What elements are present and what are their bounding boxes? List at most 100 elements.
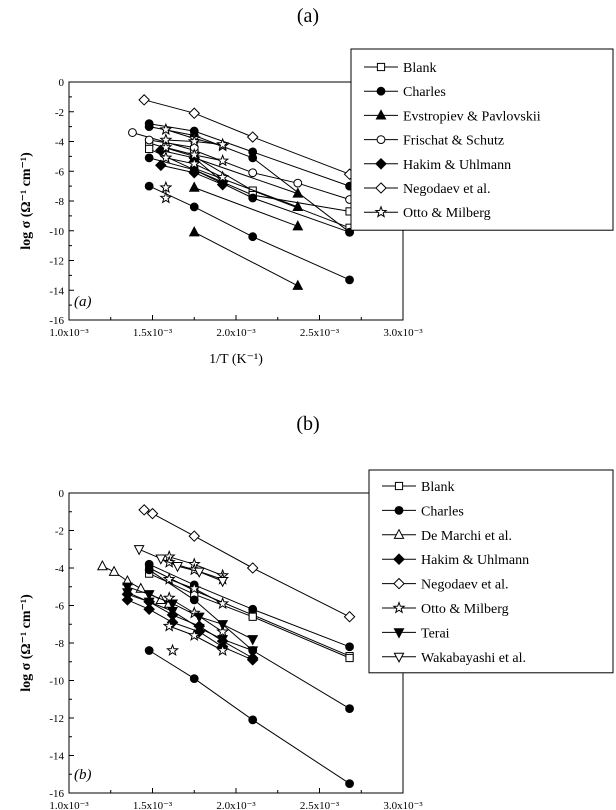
legend-label: Blank (421, 480, 454, 495)
series-terai (122, 582, 259, 657)
legend-label: Charles (403, 85, 446, 100)
series-line (143, 99, 350, 175)
data-point (143, 603, 155, 616)
series-evstropiev-pavlovskii (188, 151, 304, 290)
data-point (216, 624, 230, 638)
legend-marker (393, 628, 405, 639)
x-tick-label: 2.5x10⁻³ (300, 327, 340, 339)
series-line (194, 157, 298, 195)
data-point (217, 620, 229, 631)
series-line (149, 139, 195, 148)
legend-marker (375, 182, 387, 194)
legend-marker (394, 481, 404, 491)
data-point (248, 604, 258, 614)
data-point (248, 232, 258, 242)
y-tick-label: -12 (49, 713, 64, 725)
data-point (193, 612, 205, 623)
data-point (188, 107, 201, 120)
y-axis-label: log σ (Ω⁻¹ cm⁻¹) (19, 594, 34, 692)
data-point (343, 610, 356, 623)
x-tick-label: 1.0x10⁻³ (49, 327, 89, 339)
data-point (144, 122, 154, 132)
series-otto-milberg (159, 122, 230, 204)
data-point (159, 151, 173, 164)
y-tick-label: -10 (49, 676, 64, 688)
data-point (187, 606, 201, 619)
data-point (188, 530, 201, 542)
legend-marker (376, 62, 386, 72)
series-negodaev-et-al (138, 504, 356, 623)
y-tick-label: -6 (55, 601, 65, 613)
y-tick-label: -4 (55, 137, 65, 149)
legend-label: Terai (421, 626, 450, 641)
data-point (247, 646, 259, 657)
y-tick-label: -10 (49, 226, 64, 238)
legend-label: Hakim & Uhlmann (421, 553, 529, 568)
data-point (155, 554, 167, 565)
legend-label: Otto & Milberg (403, 206, 491, 221)
data-point (292, 279, 304, 290)
x-axis-label: 1/T (K⁻¹) (209, 352, 263, 367)
data-point (345, 653, 354, 663)
x-tick-label: 1.5x10⁻³ (133, 800, 173, 810)
data-point (247, 635, 259, 646)
data-point (144, 565, 154, 575)
y-tick-label: 0 (59, 77, 65, 89)
data-point (246, 131, 259, 143)
data-point (143, 590, 155, 601)
data-point (162, 619, 176, 632)
data-point (216, 137, 230, 150)
data-point (133, 545, 145, 556)
x-tick-label: 1.0x10⁻³ (49, 800, 89, 810)
legend: Blank Charles Evstropiev & Pavlovskii Frisc… (350, 48, 614, 231)
data-point (188, 181, 200, 192)
series-line (148, 185, 350, 281)
series-line (194, 167, 298, 208)
data-point (189, 674, 199, 684)
legend-marker (392, 601, 406, 614)
data-point (345, 275, 354, 285)
data-point (188, 226, 200, 237)
data-point (167, 607, 178, 618)
data-point (248, 153, 258, 163)
legend-label: Frischat & Schutz (403, 134, 504, 149)
series-line (148, 650, 350, 785)
data-point (144, 135, 154, 145)
data-point (193, 567, 205, 578)
data-point (216, 643, 230, 657)
series-wakabayashi-et-al (133, 545, 229, 588)
x-tick-label: 2.0x10⁻³ (216, 327, 256, 339)
data-point (146, 507, 159, 520)
data-point (159, 122, 173, 136)
legend-marker (393, 528, 405, 539)
inner-panel-label: (b) (74, 767, 92, 783)
data-point (96, 559, 108, 571)
series-de-marchi-et-al (96, 559, 175, 608)
data-point (122, 588, 133, 599)
data-point (187, 581, 201, 595)
y-tick-label: -14 (49, 285, 64, 297)
legend-marker (394, 506, 404, 515)
data-point (189, 202, 199, 212)
data-point (144, 153, 154, 163)
data-point (159, 191, 173, 204)
data-point (167, 599, 178, 610)
legend-frame (368, 469, 614, 674)
legend-marker (374, 205, 388, 218)
y-tick-label: -16 (49, 788, 64, 800)
series-line (148, 569, 350, 710)
data-point (248, 168, 258, 178)
data-point (345, 642, 354, 652)
data-point (187, 134, 201, 148)
data-point (189, 595, 199, 605)
legend-label: Otto & Milberg (421, 602, 509, 617)
data-point (121, 594, 134, 606)
data-point (217, 635, 229, 646)
x-tick-label: 2.0x10⁻³ (216, 800, 256, 810)
y-tick-label: -8 (55, 638, 65, 650)
data-point (193, 623, 205, 635)
y-tick-label: -8 (55, 196, 65, 208)
legend-marker (393, 652, 405, 663)
panel-a-title: (a) (297, 5, 319, 27)
